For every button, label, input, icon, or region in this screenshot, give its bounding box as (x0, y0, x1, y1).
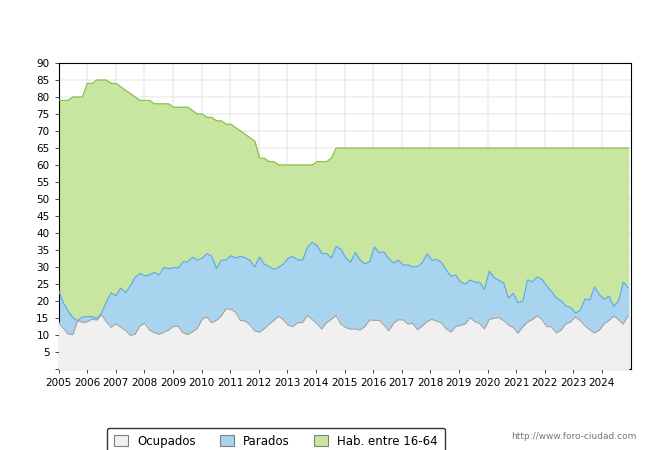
Legend: Ocupados, Parados, Hab. entre 16-64: Ocupados, Parados, Hab. entre 16-64 (107, 428, 445, 450)
Text: http://www.foro-ciudad.com: http://www.foro-ciudad.com (512, 432, 637, 441)
Text: Espadañedo - Evolucion de la poblacion en edad de Trabajar Noviembre de 2024: Espadañedo - Evolucion de la poblacion e… (0, 19, 650, 35)
